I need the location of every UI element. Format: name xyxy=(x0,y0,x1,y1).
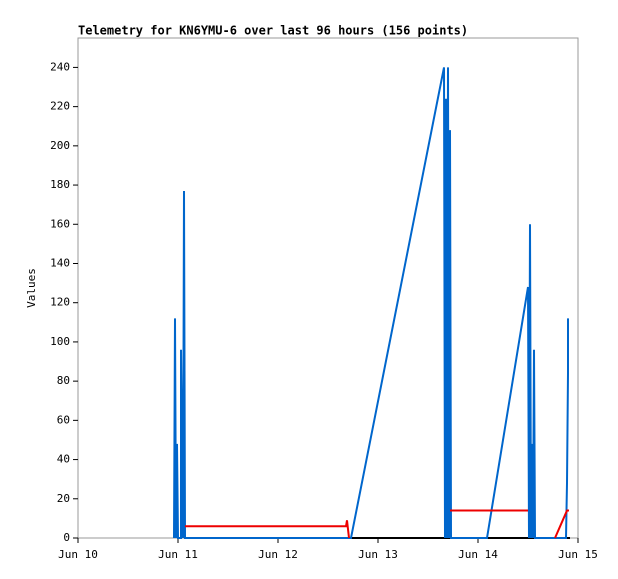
series-line xyxy=(185,509,569,539)
y-tick-label: 180 xyxy=(50,178,70,191)
y-tick-label: 140 xyxy=(50,256,70,269)
x-tick-label: Jun 13 xyxy=(358,548,398,561)
y-axis-label: Values xyxy=(25,268,38,308)
y-tick-label: 0 xyxy=(63,531,70,544)
y-tick-label: 80 xyxy=(57,374,70,387)
y-tick-label: 200 xyxy=(50,139,70,152)
y-tick-label: 240 xyxy=(50,60,70,73)
chart-title: Telemetry for KN6YMU-6 over last 96 hour… xyxy=(78,24,468,38)
x-tick-label: Jun 14 xyxy=(458,548,498,561)
y-tick-label: 220 xyxy=(50,100,70,113)
series-line xyxy=(173,67,569,539)
y-tick-label: 20 xyxy=(57,492,70,505)
y-tick-label: 120 xyxy=(50,296,70,309)
x-tick-label: Jun 15 xyxy=(558,548,598,561)
y-tick-label: 160 xyxy=(50,217,70,230)
y-tick-label: 40 xyxy=(57,453,70,466)
x-tick-label: Jun 10 xyxy=(58,548,98,561)
y-tick-label: 100 xyxy=(50,335,70,348)
x-tick-label: Jun 12 xyxy=(258,548,298,561)
x-tick-label: Jun 11 xyxy=(158,548,198,561)
y-tick-label: 60 xyxy=(57,413,70,426)
